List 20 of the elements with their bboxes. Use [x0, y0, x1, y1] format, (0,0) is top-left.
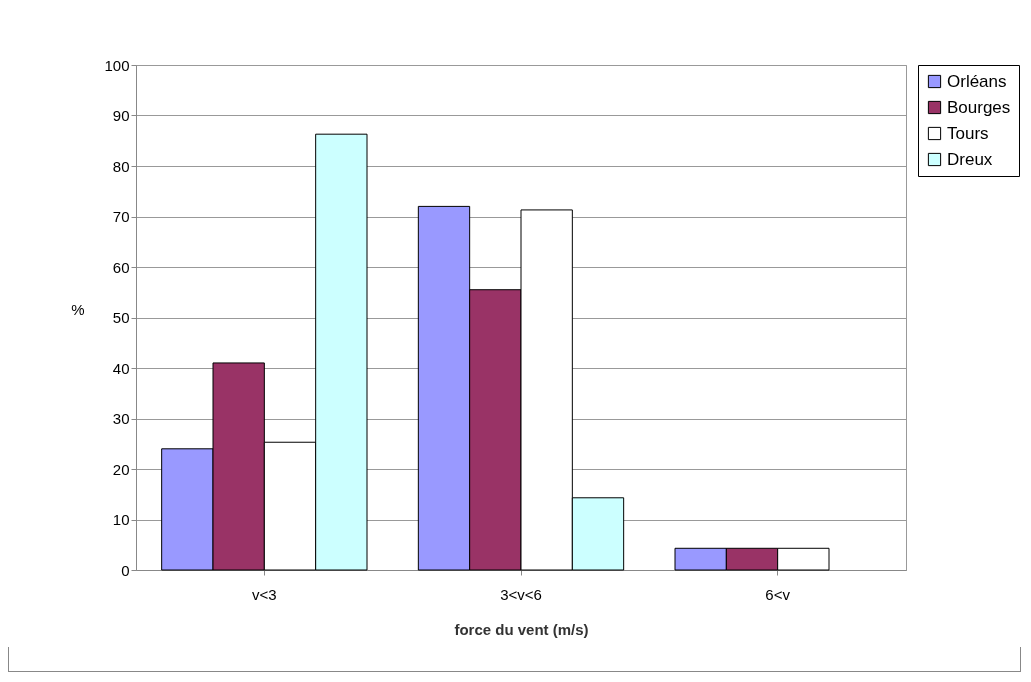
y-tick-label: 90 [112, 107, 130, 124]
y-tick-label: 70 [112, 208, 130, 225]
x-tick-label: 6<v [765, 585, 791, 603]
x-tick-label: v<3 [252, 585, 277, 603]
y-tick-label: 40 [112, 359, 130, 377]
y-axis-title: % [71, 301, 85, 318]
y-tick-label: 100 [104, 56, 130, 74]
legend-label: Orléans [947, 71, 1007, 91]
y-tick-label: 30 [112, 410, 130, 427]
y-tick-label: 20 [112, 460, 130, 478]
y-tick-label: 10 [112, 511, 130, 528]
x-tick-label: 3<v<6 [500, 585, 542, 603]
y-tick-label: 80 [112, 157, 130, 175]
y-tick-label: 60 [112, 258, 130, 276]
legend-label: Bourges [947, 97, 1011, 117]
legend-label: Dreux [947, 149, 993, 169]
x-axis-title: force du vent (m/s) [454, 620, 589, 638]
y-tick-label: 0 [121, 561, 130, 579]
y-tick-label: 50 [112, 309, 130, 326]
legend-label: Tours [947, 123, 989, 143]
